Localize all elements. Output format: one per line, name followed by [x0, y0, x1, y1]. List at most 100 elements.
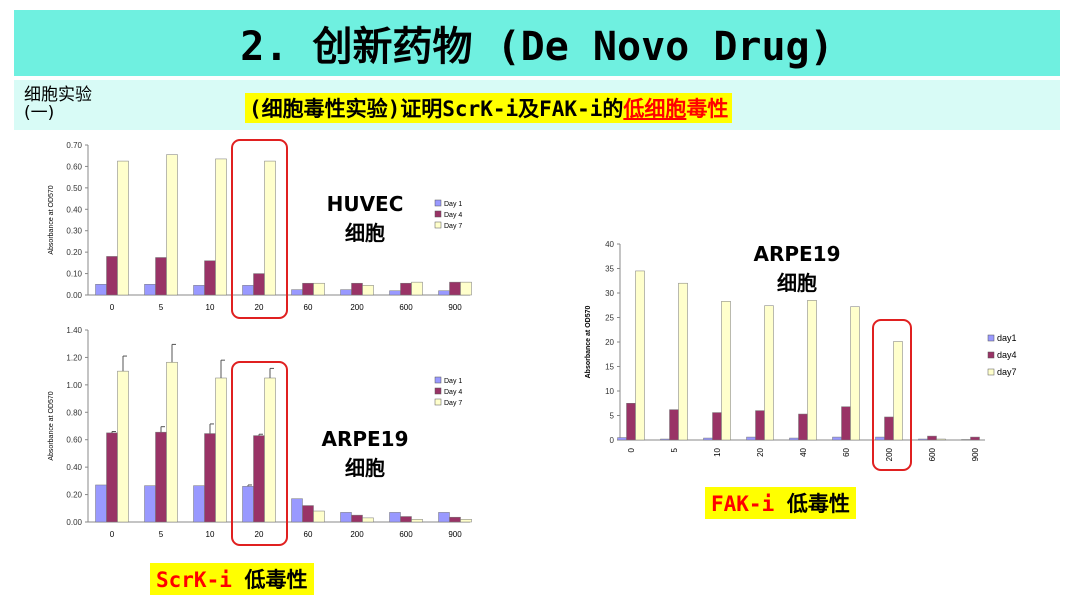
bar-day-1	[291, 498, 303, 523]
legend-label: day4	[997, 350, 1017, 360]
bar-day-4	[302, 505, 314, 523]
bar-day-1	[389, 290, 401, 296]
bar-day1	[875, 436, 885, 441]
y-axis-label: Absorbance at OD570	[585, 306, 592, 379]
legend-label: Day 1	[444, 201, 462, 208]
bar-day-7	[215, 377, 227, 523]
bar-day-1	[144, 284, 156, 296]
x-tick-label: 40	[799, 447, 808, 456]
legend-swatch	[434, 210, 442, 218]
y-tick-label: 0.70	[66, 141, 82, 150]
x-tick-label: 10	[206, 530, 215, 539]
bar-day-1	[340, 512, 352, 523]
section-line-2: (一)	[24, 103, 55, 123]
y-tick-label: 0.20	[66, 491, 82, 500]
y-tick-label: 40	[605, 240, 614, 249]
bar-day4	[669, 409, 679, 441]
bar-day-1	[438, 512, 450, 523]
tag-text: 低毒性	[231, 568, 308, 592]
tag-drug: FAK-i	[711, 492, 775, 516]
annotation-arpe19-left: ARPE19 细胞	[310, 425, 420, 483]
legend-swatch	[987, 351, 995, 359]
headline-emphasis-2: 毒性	[686, 97, 729, 121]
bar-day-7	[313, 510, 325, 523]
bar-day-7	[117, 160, 129, 296]
bar-day-7	[166, 154, 178, 296]
x-tick-label: 600	[928, 447, 937, 461]
bar-day7	[764, 305, 774, 441]
title-bar: 2. 创新药物 (De Novo Drug)	[14, 10, 1060, 76]
bar-day-4	[351, 514, 363, 523]
slide-title: 2. 创新药物 (De Novo Drug)	[240, 24, 834, 70]
bar-day-1	[193, 285, 205, 296]
y-tick-label: 0.00	[66, 518, 82, 527]
tag-text: 低毒性	[774, 492, 850, 516]
scrk-tag: ScrK-i 低毒性	[150, 563, 314, 595]
bar-day-7	[313, 282, 325, 296]
bar-day-4	[106, 432, 118, 523]
y-tick-label: 1.40	[66, 326, 82, 335]
bar-day-4	[204, 433, 216, 523]
highlight-box	[872, 319, 912, 471]
annotation-arpe19-right: ARPE19 细胞	[742, 240, 852, 298]
x-tick-label: 900	[448, 530, 462, 539]
x-tick-label: 600	[399, 303, 413, 312]
x-tick-label: 60	[304, 530, 313, 539]
legend-swatch	[987, 334, 995, 342]
x-tick-label: 20	[255, 530, 264, 539]
annotation-line: ARPE19	[753, 242, 841, 266]
bar-day-4	[449, 516, 461, 523]
legend-label: Day 4	[444, 212, 462, 219]
bar-day-4	[204, 260, 216, 296]
bar-day7	[850, 306, 860, 441]
legend-label: day1	[997, 333, 1017, 343]
x-tick-label: 900	[448, 303, 462, 312]
y-tick-label: 0.60	[66, 162, 82, 171]
y-tick-label: 1.00	[66, 381, 82, 390]
bar-day-7	[215, 158, 227, 296]
bar-day-7	[460, 281, 472, 296]
bar-day-7	[166, 361, 178, 523]
x-tick-label: 5	[159, 530, 164, 539]
bar-day-4	[253, 435, 265, 523]
y-tick-label: 0.60	[66, 436, 82, 445]
x-tick-label: 0	[110, 530, 115, 539]
bar-day1	[789, 437, 799, 441]
x-tick-label: 200	[885, 447, 894, 461]
headline: (细胞毒性实验)证明ScrK-i及FAK-i的低细胞毒性	[245, 93, 733, 123]
headline-emphasis: 低细胞	[623, 97, 687, 121]
bar-day4	[755, 410, 765, 441]
y-tick-label: 35	[605, 265, 614, 274]
bar-day-4	[155, 431, 167, 523]
bar-day4	[712, 412, 722, 441]
y-tick-label: 5	[610, 412, 615, 421]
bar-day-1	[340, 289, 352, 296]
bar-day1	[703, 437, 713, 441]
tag-drug: ScrK-i	[156, 568, 232, 592]
annotation-line: 细胞	[345, 221, 385, 245]
bar-day-4	[253, 273, 265, 296]
y-tick-label: 10	[605, 387, 614, 396]
y-tick-label: 0.50	[66, 184, 82, 193]
y-tick-label: 1.20	[66, 353, 82, 362]
headline-text: (细胞毒性实验)证明ScrK-i及FAK-i的	[249, 97, 624, 121]
y-tick-label: 20	[605, 338, 614, 347]
legend-swatch	[434, 221, 442, 229]
bar-day-7	[264, 160, 276, 296]
bar-day-7	[411, 519, 423, 523]
bar-day-1	[95, 284, 107, 296]
bar-day-4	[106, 256, 118, 296]
legend-swatch	[987, 368, 995, 376]
bar-day-4	[302, 282, 314, 296]
bar-day1	[746, 436, 756, 441]
x-tick-label: 5	[670, 447, 679, 452]
bar-day-1	[291, 289, 303, 296]
annotation-line: 细胞	[345, 456, 385, 480]
bar-day-7	[362, 285, 374, 296]
x-tick-label: 900	[971, 447, 980, 461]
bar-day-1	[242, 285, 254, 296]
bar-day-4	[400, 282, 412, 296]
x-tick-label: 5	[159, 303, 164, 312]
y-tick-label: 30	[605, 289, 614, 298]
